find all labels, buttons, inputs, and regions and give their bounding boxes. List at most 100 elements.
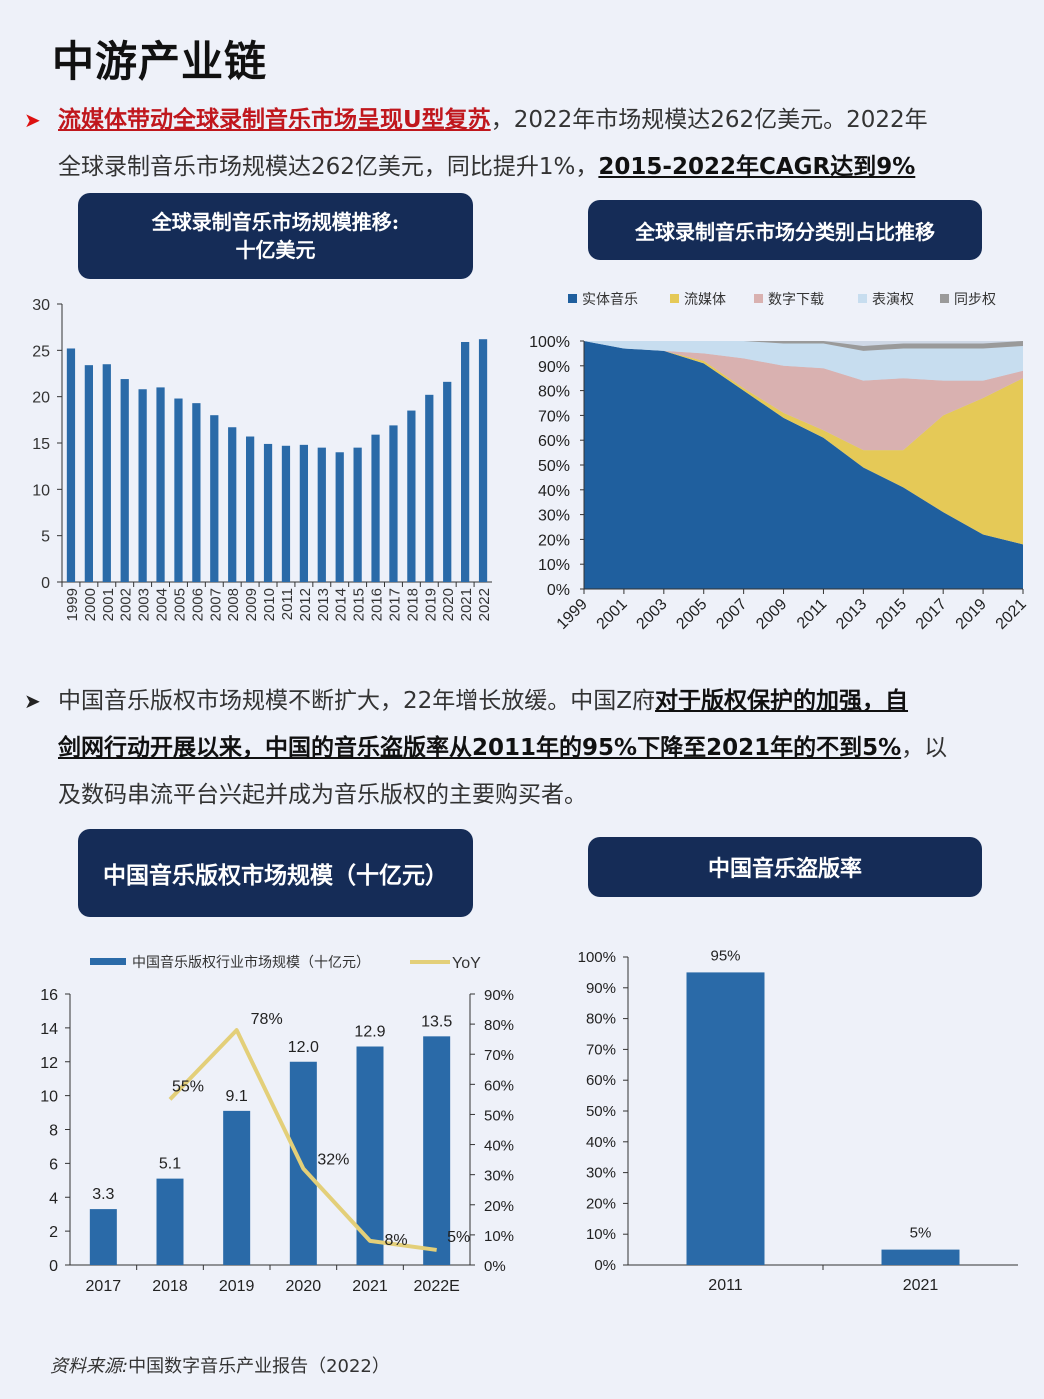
bar <box>317 447 326 582</box>
x-tick-label: 2017 <box>386 588 403 621</box>
page-title: 中游产业链 <box>52 37 268 86</box>
y-tick-label: 14 <box>40 1021 58 1038</box>
y-tick-label: 40% <box>538 483 570 500</box>
bar <box>686 972 765 1265</box>
y-tick-label: 70% <box>586 1041 616 1058</box>
china-piracy-rate-chart: 0% 10% 20% 30% 40% 50% 60% 70% 80% 90% 100% 95% 2011… <box>578 947 1018 1294</box>
y-tick-label: 12 <box>40 1055 58 1072</box>
x-tick-label: 2012 <box>297 588 314 621</box>
bar <box>461 341 470 582</box>
y-tick-label: 30% <box>538 508 570 525</box>
x-tick-label: 2014 <box>333 588 350 621</box>
chart1-title-line1: 全球录制音乐市场规模推移: <box>151 210 400 234</box>
chart3-title: 中国音乐版权市场规模（十亿元） <box>103 862 448 889</box>
arrow-bullet-icon: ➤ <box>24 108 41 132</box>
y-tick-label: 10% <box>538 557 570 574</box>
y-tick-label: 25 <box>32 343 50 360</box>
x-tick-label: 2018 <box>404 588 421 621</box>
x-tick-label: 2011 <box>708 1277 743 1294</box>
y-tick-label: 80% <box>586 1011 616 1028</box>
area-series <box>584 341 1023 545</box>
bar <box>228 427 237 582</box>
source-note: 资料来源:中国数字音乐产业报告（2022） <box>50 1352 390 1378</box>
x-tick-label: 2002 <box>118 588 135 621</box>
y-tick-label: 10 <box>32 482 50 499</box>
yoy-data-label: 55% <box>172 1078 204 1095</box>
x-tick-label: 2001 <box>594 596 631 633</box>
bar <box>156 387 165 582</box>
yoy-data-label: 32% <box>317 1152 349 1169</box>
area-series <box>584 341 1023 589</box>
para1-bold: 2015-2022年CAGR达到9% <box>598 154 916 180</box>
para2-bold2: 剑网行动开展以来，中国的音乐盗版率从2011年的95%下降至2021年的不到5% <box>58 735 902 761</box>
y-tick-label: 2 <box>49 1224 58 1241</box>
x-tick-label: 2010 <box>261 588 278 621</box>
bar <box>289 1061 317 1265</box>
bar <box>223 1110 251 1265</box>
bar <box>89 1209 117 1265</box>
x-tick-label: 2020 <box>286 1278 322 1295</box>
x-tick-label: 2021 <box>352 1278 388 1295</box>
y-tick-label: 30% <box>586 1165 616 1182</box>
y-tick-label: 6 <box>49 1156 58 1173</box>
y-tick-label: 50% <box>538 458 570 475</box>
y2-tick-label: 40% <box>484 1138 514 1155</box>
legend-swatch-bar <box>90 958 126 965</box>
y-tick-label: 5 <box>41 529 50 546</box>
bar <box>353 447 362 582</box>
y-tick-label: 40% <box>586 1134 616 1151</box>
y-tick-label: 100% <box>529 334 570 351</box>
bar <box>84 365 93 582</box>
chart1-title-line2: 十亿美元 <box>235 238 316 262</box>
y2-tick-label: 0% <box>484 1258 506 1275</box>
x-tick-label: 2013 <box>315 588 332 621</box>
y-tick-label: 80% <box>538 384 570 401</box>
x-tick-label: 2021 <box>993 596 1030 633</box>
chart4-title: 中国音乐盗版率 <box>707 856 862 882</box>
legend-swatch <box>940 294 949 303</box>
bar <box>120 379 129 582</box>
x-tick-label: 1999 <box>64 588 81 621</box>
x-tick-label: 2006 <box>189 588 206 621</box>
y-tick-label: 100% <box>578 949 616 966</box>
y2-tick-label: 70% <box>484 1047 514 1064</box>
bar <box>335 452 344 582</box>
y-tick-label: 20 <box>32 390 50 407</box>
y-tick-label: 10 <box>40 1089 58 1106</box>
x-tick-label: 2020 <box>440 588 457 621</box>
x-tick-label: 2009 <box>753 596 790 633</box>
y2-tick-label: 80% <box>484 1017 514 1034</box>
y-tick-label: 50% <box>586 1103 616 1120</box>
y-tick-label: 0 <box>49 1258 58 1275</box>
legend-label: 同步权 <box>954 291 996 307</box>
china-copyright-market-chart: 0 2 4 6 8 10 12 14 16 0% 10% 20% 30% 40% 50% 60% 70% 80% 9… <box>40 954 514 1295</box>
bar-data-label: 12.0 <box>288 1039 319 1056</box>
arrow-bullet-icon: ➤ <box>24 689 41 713</box>
y-tick-label: 30 <box>32 297 50 314</box>
x-tick-label: 2005 <box>673 596 710 633</box>
bar-data-label: 5% <box>910 1225 932 1242</box>
source-text: 中国数字音乐产业报告（2022） <box>128 1356 390 1377</box>
bar <box>174 398 183 582</box>
chart1-title-box: 全球录制音乐市场规模推移: 十亿美元 <box>78 193 473 279</box>
paragraph-1: ➤ 流媒体带动全球录制音乐市场呈现U型复苏，2022年市场规模达262亿美元。20… <box>24 97 1024 191</box>
y-tick-label: 60% <box>586 1072 616 1089</box>
para2-text2: ，以 <box>901 735 948 761</box>
y-tick-label: 0% <box>594 1257 616 1274</box>
y-tick-label: 20% <box>586 1195 616 1212</box>
bar <box>881 1249 960 1265</box>
y2-tick-label: 90% <box>484 987 514 1004</box>
legend-swatch <box>858 294 867 303</box>
y2-tick-label: 60% <box>484 1077 514 1094</box>
x-tick-label: 2013 <box>833 596 870 633</box>
bar <box>192 403 201 582</box>
global-market-size-chart: 0 5 10 15 20 25 30 1999 2000 2001 2002 2003 2004 2005… <box>32 297 493 621</box>
x-tick-label: 2007 <box>713 596 750 633</box>
bar <box>156 1178 184 1265</box>
chart4-title-box: 中国音乐盗版率 <box>588 837 982 897</box>
bar-data-label: 9.1 <box>226 1088 248 1105</box>
bar <box>478 339 488 582</box>
x-tick-label: 2022 <box>476 588 493 621</box>
bar <box>443 381 452 582</box>
bar <box>281 445 291 582</box>
